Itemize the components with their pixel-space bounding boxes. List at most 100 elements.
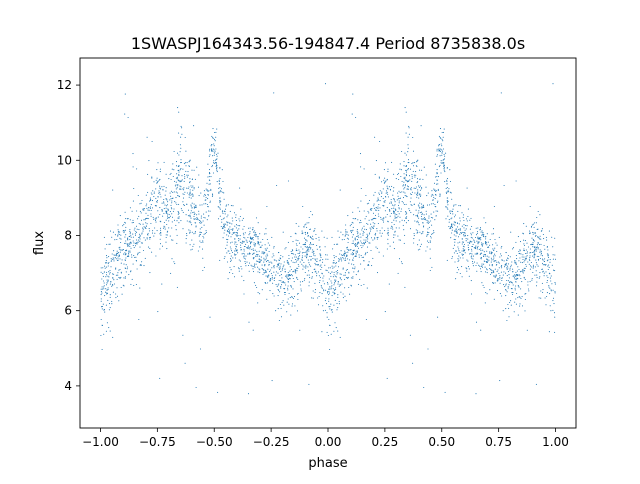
data-point xyxy=(355,274,357,276)
data-point xyxy=(354,237,356,239)
data-point xyxy=(480,329,482,331)
data-point xyxy=(510,282,512,284)
data-point xyxy=(216,155,218,157)
data-point xyxy=(248,262,251,264)
data-point xyxy=(155,205,157,207)
data-point xyxy=(229,242,232,244)
data-point xyxy=(311,214,313,216)
data-point xyxy=(291,305,293,307)
data-point xyxy=(254,234,256,236)
data-point xyxy=(258,244,260,246)
data-point xyxy=(264,264,266,266)
data-point xyxy=(415,229,417,231)
data-point xyxy=(238,228,240,230)
data-point xyxy=(299,329,301,331)
data-point xyxy=(157,162,159,164)
data-point xyxy=(290,260,292,262)
data-point xyxy=(268,274,270,276)
data-point xyxy=(304,246,306,248)
data-point xyxy=(486,272,488,274)
data-point xyxy=(369,242,371,244)
data-point xyxy=(549,261,551,263)
data-point xyxy=(409,201,411,203)
data-point xyxy=(447,208,449,210)
data-point xyxy=(425,213,427,215)
data-point xyxy=(149,236,151,239)
data-point xyxy=(536,274,538,276)
data-point xyxy=(302,205,304,208)
data-point xyxy=(458,228,460,230)
data-point xyxy=(200,232,202,234)
data-point xyxy=(529,257,531,259)
data-point xyxy=(352,229,354,231)
data-point xyxy=(469,253,471,255)
data-point xyxy=(153,191,155,193)
data-point xyxy=(490,261,492,263)
data-point xyxy=(203,237,205,239)
data-point xyxy=(339,277,341,279)
data-point xyxy=(552,289,554,291)
data-point xyxy=(329,348,331,351)
data-point xyxy=(321,230,323,232)
data-point xyxy=(130,242,132,244)
data-point xyxy=(193,203,195,205)
data-point xyxy=(145,222,147,224)
data-point xyxy=(253,244,255,246)
data-point xyxy=(232,257,234,259)
data-point xyxy=(254,249,256,251)
data-point xyxy=(193,125,195,127)
data-point xyxy=(289,274,292,277)
data-point xyxy=(407,220,409,222)
data-point xyxy=(198,213,200,215)
data-point xyxy=(222,180,224,183)
data-point xyxy=(220,200,222,202)
data-point xyxy=(166,223,168,226)
data-point xyxy=(324,300,326,302)
data-point xyxy=(517,266,519,268)
x-tick-label: 0.00 xyxy=(315,435,342,449)
data-point xyxy=(131,210,133,212)
data-point xyxy=(435,215,437,217)
data-point xyxy=(409,193,412,195)
data-point xyxy=(209,210,211,212)
data-point xyxy=(454,241,456,243)
data-point xyxy=(507,258,509,260)
data-point xyxy=(329,286,331,288)
data-point xyxy=(413,214,415,216)
data-point xyxy=(366,240,368,242)
data-point xyxy=(531,279,533,281)
data-point xyxy=(515,261,517,263)
data-point xyxy=(328,298,330,300)
data-point xyxy=(541,282,543,284)
data-point xyxy=(142,227,144,229)
data-point xyxy=(124,259,126,261)
data-point xyxy=(498,236,500,238)
data-point xyxy=(438,143,440,146)
data-point xyxy=(150,215,152,217)
data-point xyxy=(535,285,538,287)
data-point xyxy=(269,290,271,292)
data-point xyxy=(278,259,281,262)
data-point xyxy=(350,285,353,287)
data-point xyxy=(141,261,143,263)
data-point xyxy=(481,265,483,267)
data-point xyxy=(456,232,458,234)
data-point xyxy=(360,200,362,202)
data-point xyxy=(229,210,231,212)
data-point xyxy=(505,308,507,310)
data-point xyxy=(525,259,527,261)
data-point xyxy=(493,271,495,273)
data-point xyxy=(479,228,481,230)
data-point xyxy=(483,260,485,262)
data-point xyxy=(266,247,268,249)
data-point xyxy=(282,281,284,283)
data-point xyxy=(252,248,254,250)
data-point xyxy=(547,255,549,257)
data-point xyxy=(307,266,309,268)
data-point xyxy=(175,224,177,226)
data-point xyxy=(421,203,423,205)
data-point xyxy=(549,293,551,295)
data-point xyxy=(118,269,120,271)
data-point xyxy=(524,298,526,301)
data-point xyxy=(386,248,388,250)
